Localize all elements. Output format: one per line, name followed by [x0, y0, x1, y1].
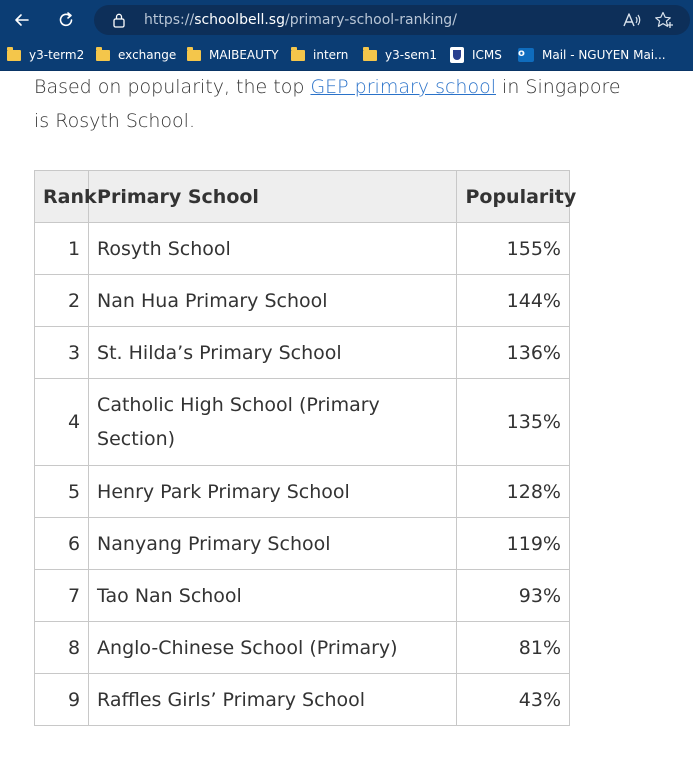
- back-arrow-icon: [15, 14, 29, 26]
- bookmark-y3-sem1[interactable]: y3-sem1: [363, 46, 437, 64]
- school-cell: Anglo-Chinese School (Primary): [88, 621, 458, 674]
- school-cell: Tao Nan School: [88, 569, 458, 622]
- folder-icon: [96, 46, 110, 61]
- folder-icon: [363, 46, 377, 61]
- bookmark-exchange[interactable]: exchange: [96, 46, 176, 64]
- popularity-cell: 81%: [456, 621, 570, 674]
- url-text: https://schoolbell.sg/primary-school-ran…: [144, 11, 457, 29]
- gep-primary-school-link[interactable]: GEP primary school: [310, 76, 496, 98]
- outlook-icon: o: [518, 48, 534, 62]
- popularity-cell: 128%: [456, 465, 570, 518]
- popularity-cell: 119%: [456, 517, 570, 570]
- table-row: 6 Nanyang Primary School 119%: [33, 517, 570, 570]
- school-cell: Henry Park Primary School: [88, 465, 458, 518]
- url-host: schoolbell.sg: [194, 12, 285, 28]
- intro-text-start: Based on popularity, the top: [34, 76, 311, 98]
- bookmark-label: y3-term2: [29, 48, 85, 62]
- school-cell: Nanyang Primary School: [88, 517, 458, 570]
- school-cell: Nan Hua Primary School: [88, 274, 458, 327]
- rank-cell: 8: [33, 621, 90, 674]
- bookmark-mail[interactable]: o Mail - NGUYEN Mai...: [518, 46, 666, 64]
- rank-cell: 4: [33, 378, 90, 466]
- bookmark-intern[interactable]: intern: [291, 46, 348, 64]
- table-row: 5 Henry Park Primary School 128%: [33, 465, 570, 518]
- rank-cell: 5: [33, 465, 90, 518]
- bookmark-label: MAIBEAUTY: [209, 48, 279, 62]
- rank-cell: 6: [33, 517, 90, 570]
- popularity-cell: 136%: [456, 326, 570, 379]
- refresh-icon: [59, 12, 73, 27]
- lock-icon[interactable]: [112, 12, 126, 28]
- header-primary-school: Primary School: [88, 170, 458, 223]
- bookmark-y3-term2[interactable]: y3-term2: [7, 46, 84, 64]
- school-cell: Catholic High School (Primary Section): [88, 378, 458, 466]
- table-row: 3 St. Hilda’s Primary School 136%: [33, 326, 570, 379]
- shield-icon: [450, 47, 464, 63]
- table-row: 2 Nan Hua Primary School 144%: [33, 274, 570, 327]
- table-row: 7 Tao Nan School 93%: [33, 569, 570, 622]
- school-cell: Raffles Girls’ Primary School: [88, 673, 458, 726]
- bookmark-label: ICMS: [472, 48, 502, 62]
- url-scheme: https://: [144, 12, 195, 28]
- popularity-cell: 93%: [456, 569, 570, 622]
- back-button[interactable]: [8, 6, 36, 34]
- table-row: 1 Rosyth School 155%: [33, 222, 570, 275]
- rank-cell: 9: [33, 673, 90, 726]
- url-path: /primary-school-ranking/: [284, 12, 457, 28]
- ranking-table: Rank Primary School Popularity 1 Rosyth …: [33, 170, 576, 726]
- bookmark-label: intern: [313, 48, 349, 62]
- refresh-button[interactable]: [52, 6, 80, 34]
- read-aloud-icon[interactable]: [622, 11, 642, 29]
- address-bar[interactable]: https://schoolbell.sg/primary-school-ran…: [94, 5, 690, 35]
- bookmark-maibeauty[interactable]: MAIBEAUTY: [187, 46, 279, 64]
- rank-cell: 2: [33, 274, 90, 327]
- bookmark-label: exchange: [118, 48, 177, 62]
- popularity-cell: 144%: [456, 274, 570, 327]
- intro-text-end: in Singapore is Rosyth School.: [34, 76, 621, 132]
- bookmark-label: Mail - NGUYEN Mai...: [542, 48, 666, 62]
- bookmark-icms[interactable]: ICMS: [450, 46, 502, 64]
- table-row: 9 Raffles Girls’ Primary School 43%: [33, 673, 570, 726]
- school-cell: St. Hilda’s Primary School: [88, 326, 458, 379]
- header-rank: Rank: [33, 170, 97, 223]
- header-popularity: Popularity: [456, 170, 576, 223]
- table-row: 4 Catholic High School (Primary Section)…: [33, 378, 570, 466]
- intro-paragraph: Based on popularity, the top GEP primary…: [34, 70, 634, 138]
- browser-toolbar: https://schoolbell.sg/primary-school-ran…: [0, 0, 693, 40]
- table-row: 8 Anglo-Chinese School (Primary) 81%: [33, 621, 570, 674]
- rank-cell: 1: [33, 222, 90, 275]
- folder-icon: [187, 46, 201, 61]
- folder-icon: [7, 46, 21, 61]
- favorite-star-icon[interactable]: [654, 11, 674, 29]
- rank-cell: 7: [33, 569, 90, 622]
- table-header-row: Rank Primary School Popularity: [33, 170, 576, 223]
- popularity-cell: 43%: [456, 673, 570, 726]
- popularity-cell: 135%: [456, 378, 570, 466]
- folder-icon: [291, 46, 305, 61]
- rank-cell: 3: [33, 326, 90, 379]
- bookmark-label: y3-sem1: [385, 48, 438, 62]
- bookmarks-bar: y3-term2 exchange MAIBEAUTY intern y3-se…: [0, 40, 693, 71]
- school-cell: Rosyth School: [88, 222, 458, 275]
- popularity-cell: 155%: [456, 222, 570, 275]
